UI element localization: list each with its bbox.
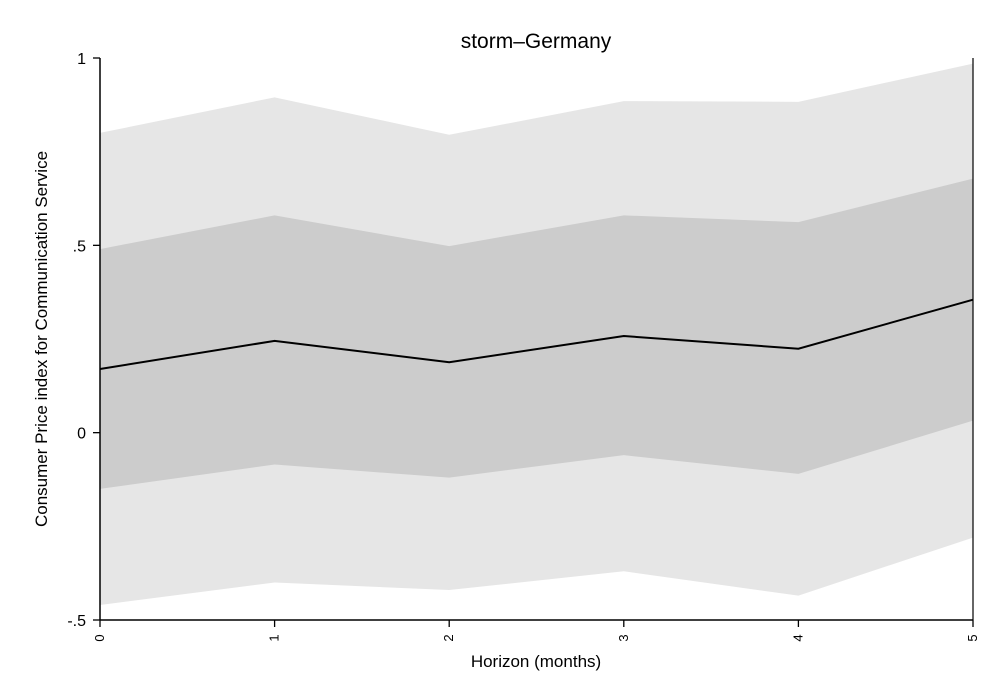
confidence-bands <box>100 63 973 606</box>
y-tick-label: 0 <box>77 426 86 443</box>
x-tick-label: 4 <box>790 634 805 641</box>
x-tick-label: 3 <box>616 634 631 641</box>
chart-title: storm–Germany <box>461 30 612 53</box>
x-ticks: 0 1 2 3 4 5 <box>92 620 980 642</box>
series-line-1 <box>99 298 974 370</box>
y-tick-label: .5 <box>73 238 86 255</box>
x-axis-label: Horizon (months) <box>471 652 601 671</box>
x-tick-label: 1 <box>267 634 282 641</box>
axes <box>99 58 974 621</box>
y-axis-label: Consumer Price index for Communication S… <box>32 151 51 527</box>
x-tick-label: 5 <box>965 634 980 641</box>
x-tick-label: 2 <box>441 634 456 641</box>
confidence-band-2 <box>100 178 973 489</box>
y-tick-label: 1 <box>77 51 86 68</box>
y-ticks: -.5 0 .5 1 <box>67 51 100 630</box>
series-lines <box>99 298 974 370</box>
y-tick-label: -.5 <box>67 613 86 630</box>
x-tick-label: 0 <box>92 634 107 641</box>
